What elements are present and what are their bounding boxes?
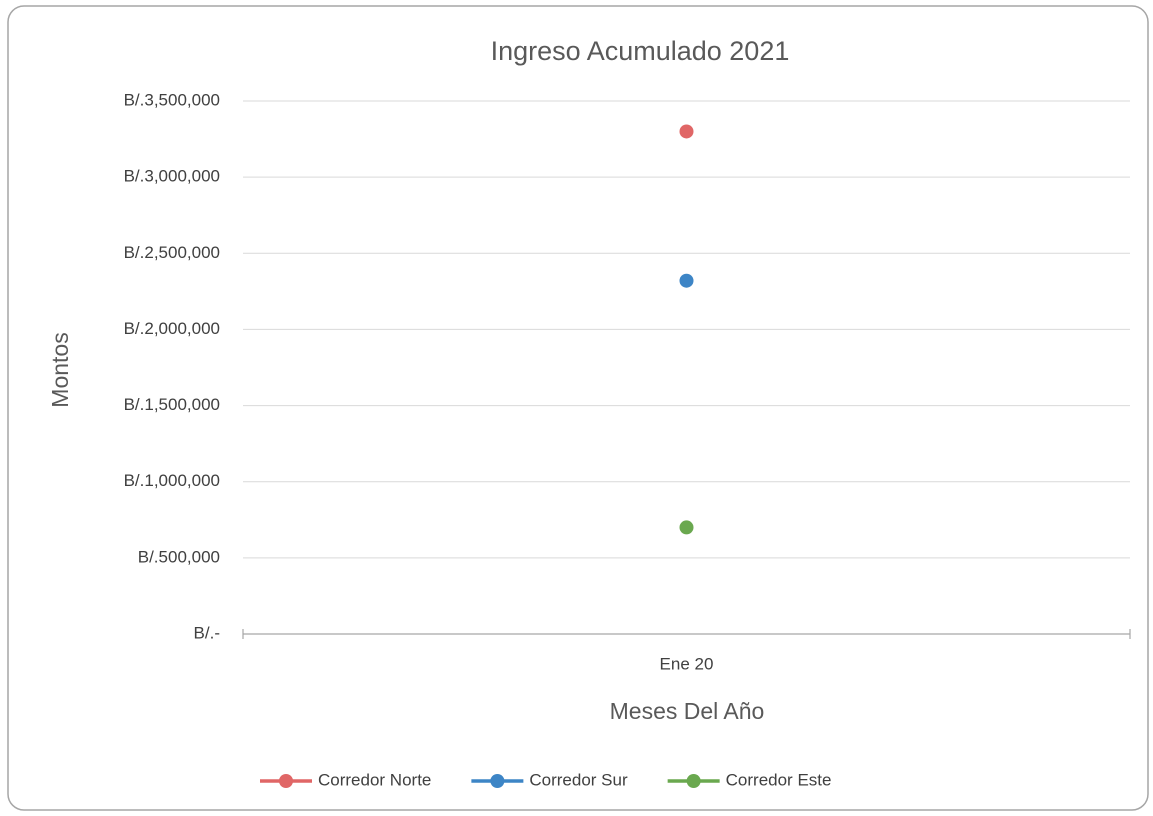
- y-tick-label: B/.1,500,000: [124, 395, 220, 414]
- chart-frame: [7, 5, 1149, 811]
- data-point: [679, 273, 694, 288]
- y-tick-label: B/.2,500,000: [124, 243, 220, 262]
- legend-label: Corredor Norte: [318, 770, 431, 789]
- data-point: [679, 520, 694, 535]
- y-tick-label: B/.3,500,000: [124, 90, 220, 109]
- x-tick-label: Ene 20: [660, 654, 714, 673]
- legend-marker: [490, 774, 505, 788]
- chart-title: Ingreso Acumulado 2021: [491, 36, 790, 66]
- y-tick-label: B/.3,000,000: [124, 167, 220, 186]
- x-axis-title: Meses Del Año: [610, 698, 765, 724]
- y-tick-label: B/.500,000: [138, 547, 220, 566]
- legend-marker: [686, 774, 701, 788]
- y-axis-title: Montos: [47, 332, 73, 407]
- y-tick-label: B/.-: [194, 623, 220, 642]
- legend-label: Corredor Sur: [529, 770, 628, 789]
- data-point: [679, 124, 694, 139]
- legend-marker: [279, 774, 293, 788]
- y-tick-label: B/.1,000,000: [124, 471, 220, 490]
- legend-label: Corredor Este: [726, 770, 832, 789]
- y-tick-label: B/.2,000,000: [124, 319, 220, 338]
